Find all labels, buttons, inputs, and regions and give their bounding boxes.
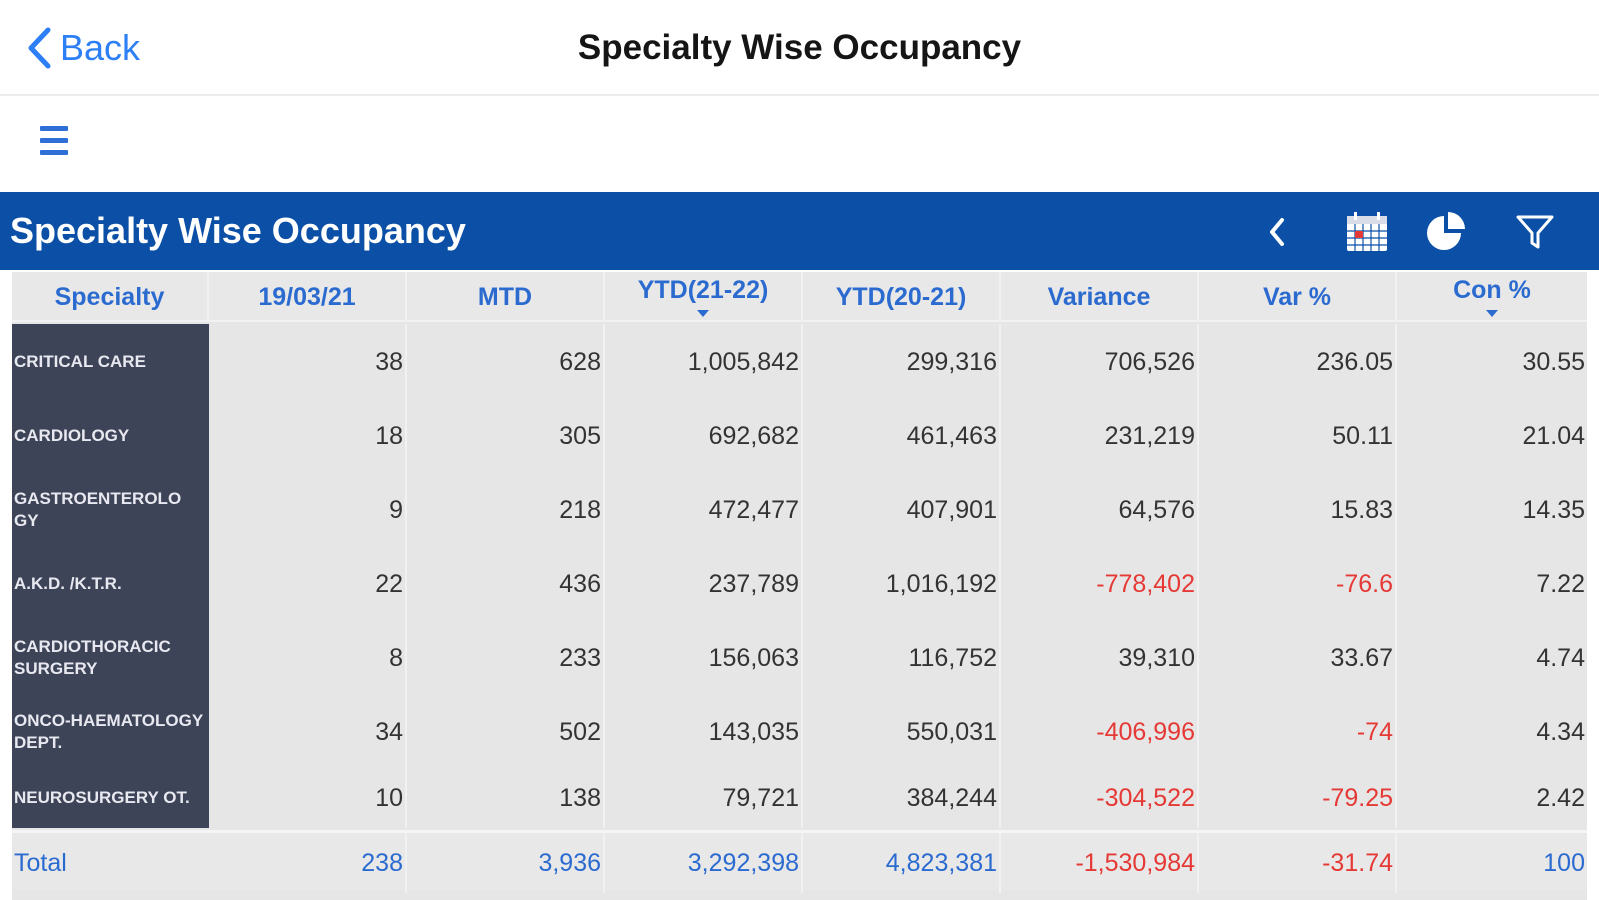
report-header-bar: Specialty Wise Occupancy	[0, 192, 1599, 270]
table-header: Specialty 19/03/21 MTD YTD(21-22) YTD(20…	[12, 272, 1587, 322]
col-header-mtd[interactable]: MTD	[407, 272, 605, 322]
total-row: Total 238 3,936 3,292,398 4,823,381 -1,5…	[12, 830, 1587, 893]
day-cell: 10	[209, 768, 407, 828]
mtd-cell: 218	[407, 472, 605, 548]
con-pct-cell: 14.35	[1522, 495, 1585, 524]
table-row[interactable]: CRITICAL CARE 38 628 1,005,842 299,316 7…	[12, 324, 1587, 400]
var-pct-cell: 33.67	[1199, 620, 1397, 696]
table-row[interactable]: CARDIOLOGY 18 305 692,682 461,463 231,21…	[12, 398, 1587, 474]
table-row[interactable]: CARDIOTHORACIC SURGERY 8 233 156,063 116…	[12, 620, 1587, 696]
mtd-cell: 502	[407, 694, 605, 770]
day-cell: 18	[209, 398, 407, 474]
page-title: Specialty Wise Occupancy	[577, 28, 1022, 67]
variance-cell: -406,996	[1001, 694, 1199, 770]
ytd-current-cell: 156,063	[605, 620, 803, 696]
filter-icon[interactable]	[1513, 210, 1557, 254]
variance-cell: 706,526	[1001, 324, 1199, 400]
menu-row	[0, 96, 1599, 192]
total-mtd-cell: 3,936	[407, 833, 605, 893]
variance-cell: 64,576	[1001, 472, 1199, 548]
ytd-previous-cell: 116,752	[803, 620, 1001, 696]
mtd-cell: 138	[407, 768, 605, 828]
col-header-var-pct[interactable]: Var %	[1199, 272, 1397, 322]
ytd-current-cell: 472,477	[605, 472, 803, 548]
col-header-variance[interactable]: Variance	[1001, 272, 1199, 322]
specialty-cell: A.K.D. /K.T.R.	[12, 546, 209, 622]
con-pct-cell: 4.34	[1536, 717, 1585, 746]
total-ytd-current-cell: 3,292,398	[605, 833, 803, 893]
total-variance-cell: -1,530,984	[1001, 833, 1199, 893]
total-day-cell: 238	[209, 833, 407, 893]
hamburger-menu-icon[interactable]	[40, 126, 68, 160]
variance-cell: 231,219	[1001, 398, 1199, 474]
var-pct-cell: -76.6	[1199, 546, 1397, 622]
sort-descending-icon	[1486, 309, 1498, 317]
ytd-previous-cell: 1,016,192	[803, 546, 1001, 622]
var-pct-cell: -79.25	[1199, 768, 1397, 828]
specialty-cell: CARDIOLOGY	[12, 398, 209, 474]
previous-icon[interactable]	[1262, 210, 1292, 254]
table-row[interactable]: GASTROENTEROLO GY 9 218 472,477 407,901 …	[12, 472, 1587, 548]
var-pct-cell: 50.11	[1199, 398, 1397, 474]
specialty-cell: ONCO-HAEMATOLOGY DEPT.	[12, 694, 209, 770]
pie-chart-icon[interactable]	[1423, 210, 1469, 254]
back-button[interactable]: Back	[26, 24, 140, 72]
con-pct-cell: 7.22	[1536, 569, 1585, 598]
col-header-con-pct[interactable]: Con %	[1397, 272, 1587, 322]
chevron-left-icon	[28, 27, 51, 69]
sort-descending-icon	[697, 309, 709, 317]
var-pct-cell: 15.83	[1199, 472, 1397, 548]
nav-bar: Back Specialty Wise Occupancy	[0, 0, 1599, 96]
con-pct-cell: 21.04	[1522, 421, 1585, 450]
day-cell: 34	[209, 694, 407, 770]
back-label: Back	[60, 27, 141, 68]
report-title: Specialty Wise Occupancy	[10, 210, 466, 251]
ytd-previous-cell: 407,901	[803, 472, 1001, 548]
col-header-ytd-previous[interactable]: YTD(20-21)	[803, 272, 1001, 322]
day-cell: 22	[209, 546, 407, 622]
variance-cell: -778,402	[1001, 546, 1199, 622]
total-ytd-previous-cell: 4,823,381	[803, 833, 1001, 893]
col-header-date[interactable]: 19/03/21	[209, 272, 407, 322]
var-pct-cell: 236.05	[1199, 324, 1397, 400]
variance-cell: 39,310	[1001, 620, 1199, 696]
ytd-previous-cell: 384,244	[803, 768, 1001, 828]
ytd-previous-cell: 299,316	[803, 324, 1001, 400]
mtd-cell: 305	[407, 398, 605, 474]
ytd-current-cell: 143,035	[605, 694, 803, 770]
var-pct-cell: -74	[1199, 694, 1397, 770]
col-header-ytd-current[interactable]: YTD(21-22)	[605, 272, 803, 322]
day-cell: 8	[209, 620, 407, 696]
table-row[interactable]: ONCO-HAEMATOLOGY DEPT. 34 502 143,035 55…	[12, 694, 1587, 770]
ytd-previous-cell: 461,463	[803, 398, 1001, 474]
day-cell: 38	[209, 324, 407, 400]
ytd-current-cell: 237,789	[605, 546, 803, 622]
specialty-cell: CRITICAL CARE	[12, 324, 209, 400]
mtd-cell: 233	[407, 620, 605, 696]
table-row[interactable]: A.K.D. /K.T.R. 22 436 237,789 1,016,192 …	[12, 546, 1587, 622]
specialty-cell: GASTROENTEROLO GY	[12, 472, 209, 548]
variance-cell: -304,522	[1001, 768, 1199, 828]
mtd-cell: 436	[407, 546, 605, 622]
total-label: Total	[14, 848, 67, 877]
total-var-pct-cell: -31.74	[1199, 833, 1397, 893]
table-row[interactable]: NEUROSURGERY OT. 10 138 79,721 384,244 -…	[12, 768, 1587, 828]
mtd-cell: 628	[407, 324, 605, 400]
specialty-cell: NEUROSURGERY OT.	[12, 768, 209, 828]
ytd-current-cell: 79,721	[605, 768, 803, 828]
day-cell: 9	[209, 472, 407, 548]
calendar-icon[interactable]	[1345, 210, 1389, 254]
con-pct-cell: 30.55	[1522, 347, 1585, 376]
ytd-previous-cell: 550,031	[803, 694, 1001, 770]
col-header-specialty[interactable]: Specialty	[12, 272, 209, 322]
occupancy-table: Specialty 19/03/21 MTD YTD(21-22) YTD(20…	[12, 272, 1587, 900]
specialty-cell: CARDIOTHORACIC SURGERY	[12, 620, 209, 696]
total-con-pct-cell: 100	[1543, 848, 1585, 877]
con-pct-cell: 2.42	[1536, 783, 1585, 812]
ytd-current-cell: 692,682	[605, 398, 803, 474]
ytd-current-cell: 1,005,842	[605, 324, 803, 400]
con-pct-cell: 4.74	[1536, 643, 1585, 672]
